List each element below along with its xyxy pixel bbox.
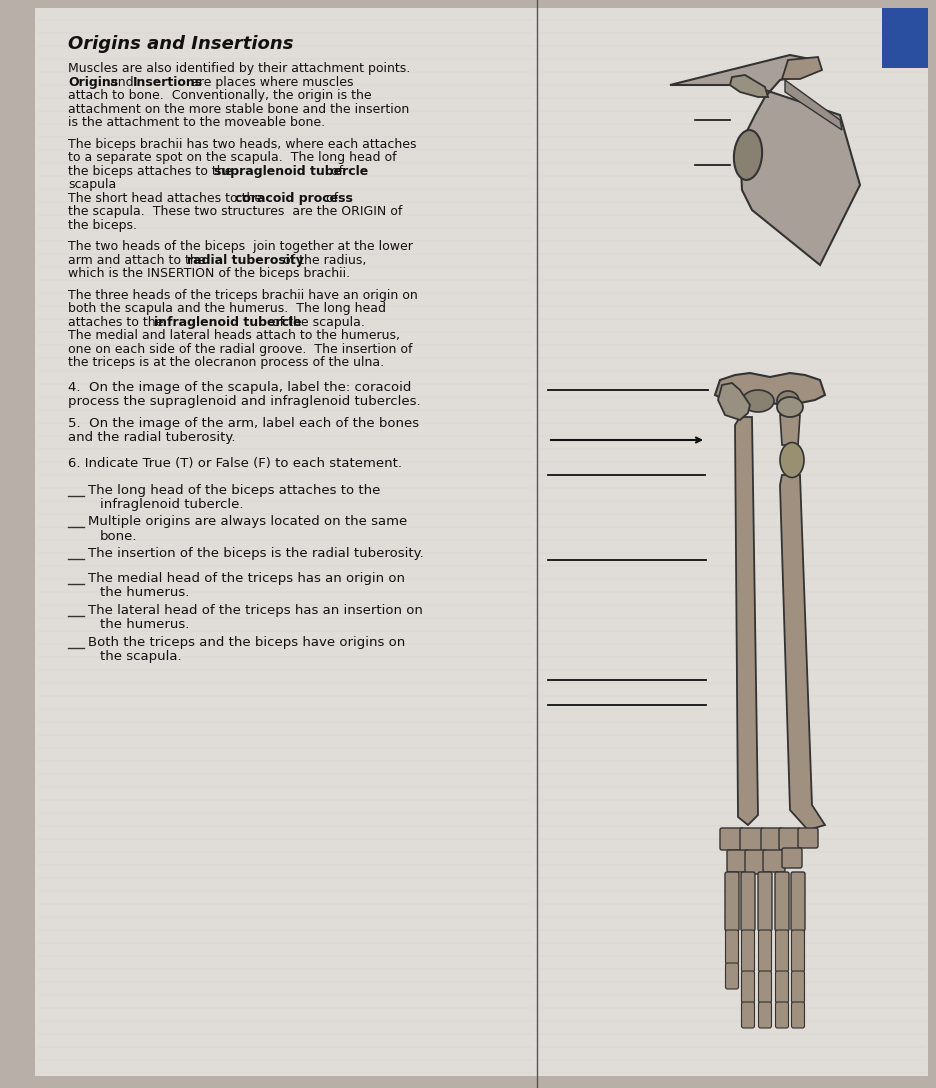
Text: attaches to the: attaches to the [68, 316, 168, 329]
Ellipse shape [733, 131, 761, 180]
Text: both the scapula and the humerus.  The long head: both the scapula and the humerus. The lo… [68, 302, 386, 316]
Text: supraglenoid tubercle: supraglenoid tubercle [213, 164, 368, 177]
Text: radial tuberosity: radial tuberosity [186, 254, 303, 267]
FancyBboxPatch shape [740, 871, 754, 931]
FancyBboxPatch shape [791, 970, 804, 1003]
Text: infraglenoid tubercle.: infraglenoid tubercle. [100, 498, 243, 511]
FancyBboxPatch shape [775, 970, 788, 1003]
FancyBboxPatch shape [762, 850, 784, 871]
Text: The insertion of the biceps is the radial tuberosity.: The insertion of the biceps is the radia… [88, 547, 423, 560]
Polygon shape [729, 75, 768, 97]
Text: are places where muscles: are places where muscles [186, 75, 353, 88]
Text: bone.: bone. [100, 530, 138, 543]
FancyBboxPatch shape [782, 848, 801, 868]
Text: the humerus.: the humerus. [100, 586, 189, 599]
Text: process the supraglenoid and infraglenoid tubercles.: process the supraglenoid and infraglenoi… [68, 395, 420, 408]
FancyBboxPatch shape [797, 828, 817, 848]
FancyBboxPatch shape [757, 1002, 770, 1028]
Polygon shape [717, 383, 749, 420]
Text: The medial and lateral heads attach to the humerus,: The medial and lateral heads attach to t… [68, 330, 400, 343]
Text: scapula: scapula [68, 178, 116, 191]
FancyBboxPatch shape [775, 1002, 788, 1028]
Text: and: and [106, 75, 138, 88]
Text: the humerus.: the humerus. [100, 618, 189, 631]
Text: the scapula.  These two structures  are the ORIGIN of: the scapula. These two structures are th… [68, 206, 402, 218]
Text: coracoid process: coracoid process [235, 191, 353, 205]
FancyBboxPatch shape [740, 970, 753, 1003]
Text: to a separate spot on the scapula.  The long head of: to a separate spot on the scapula. The l… [68, 151, 396, 164]
FancyBboxPatch shape [760, 828, 782, 854]
FancyBboxPatch shape [724, 871, 739, 931]
FancyBboxPatch shape [740, 930, 753, 972]
Text: Multiple origins are always located on the same: Multiple origins are always located on t… [88, 516, 407, 529]
FancyBboxPatch shape [724, 963, 738, 989]
Polygon shape [784, 81, 841, 129]
Text: The two heads of the biceps  join together at the lower: The two heads of the biceps join togethe… [68, 240, 413, 254]
FancyBboxPatch shape [719, 828, 743, 850]
FancyBboxPatch shape [791, 1002, 804, 1028]
Text: 4.  On the image of the scapula, label the: coracoid: 4. On the image of the scapula, label th… [68, 381, 411, 394]
Text: Muscles are also identified by their attachment points.: Muscles are also identified by their att… [68, 62, 410, 75]
FancyBboxPatch shape [740, 1002, 753, 1028]
FancyBboxPatch shape [774, 871, 788, 931]
Ellipse shape [741, 390, 773, 412]
Text: of: of [327, 164, 343, 177]
FancyBboxPatch shape [726, 850, 748, 871]
FancyBboxPatch shape [778, 828, 800, 850]
Text: Both the triceps and the biceps have origins on: Both the triceps and the biceps have ori… [88, 635, 404, 648]
Text: The short head attaches to the: The short head attaches to the [68, 191, 266, 205]
Polygon shape [734, 417, 757, 825]
FancyBboxPatch shape [35, 8, 927, 1076]
FancyBboxPatch shape [757, 930, 770, 972]
Text: Origins: Origins [68, 75, 118, 88]
Text: the biceps.: the biceps. [68, 219, 137, 232]
FancyBboxPatch shape [744, 850, 767, 874]
Polygon shape [782, 57, 821, 79]
Text: attach to bone.  Conventionally, the origin is the: attach to bone. Conventionally, the orig… [68, 89, 372, 102]
Ellipse shape [776, 391, 798, 411]
Text: attachment on the more stable bone and the insertion: attachment on the more stable bone and t… [68, 102, 409, 115]
Text: of: of [321, 191, 338, 205]
Polygon shape [714, 373, 824, 405]
Text: and the radial tuberosity.: and the radial tuberosity. [68, 431, 235, 444]
Text: the triceps is at the olecranon process of the ulna.: the triceps is at the olecranon process … [68, 356, 384, 369]
Text: Origins and Insertions: Origins and Insertions [68, 35, 293, 53]
FancyBboxPatch shape [775, 930, 788, 972]
Text: of the radius,: of the radius, [278, 254, 366, 267]
Ellipse shape [779, 443, 803, 478]
FancyBboxPatch shape [724, 930, 738, 964]
FancyBboxPatch shape [881, 8, 927, 69]
Polygon shape [669, 55, 859, 265]
Text: the biceps attaches to the: the biceps attaches to the [68, 164, 236, 177]
Text: infraglenoid tubercle: infraglenoid tubercle [154, 316, 301, 329]
Text: The biceps brachii has two heads, where each attaches: The biceps brachii has two heads, where … [68, 137, 417, 150]
Text: Insertions: Insertions [133, 75, 203, 88]
Text: The three heads of the triceps brachii have an origin on: The three heads of the triceps brachii h… [68, 288, 417, 301]
Text: of the scapula.: of the scapula. [268, 316, 364, 329]
Text: which is the INSERTION of the biceps brachii.: which is the INSERTION of the biceps bra… [68, 268, 350, 281]
Text: the scapula.: the scapula. [100, 651, 182, 664]
Text: arm and attach to the: arm and attach to the [68, 254, 210, 267]
Text: 5.  On the image of the arm, label each of the bones: 5. On the image of the arm, label each o… [68, 417, 418, 430]
FancyBboxPatch shape [790, 871, 804, 931]
Text: The medial head of the triceps has an origin on: The medial head of the triceps has an or… [88, 572, 404, 585]
Text: one on each side of the radial groove.  The insertion of: one on each side of the radial groove. T… [68, 343, 412, 356]
Text: 6. Indicate True (T) or False (F) to each statement.: 6. Indicate True (T) or False (F) to eac… [68, 457, 402, 470]
Text: is the attachment to the moveable bone.: is the attachment to the moveable bone. [68, 116, 325, 129]
FancyBboxPatch shape [791, 930, 804, 972]
FancyBboxPatch shape [739, 828, 763, 852]
Ellipse shape [776, 397, 802, 417]
Text: The lateral head of the triceps has an insertion on: The lateral head of the triceps has an i… [88, 604, 422, 617]
FancyBboxPatch shape [757, 970, 770, 1003]
Polygon shape [779, 415, 799, 445]
FancyBboxPatch shape [757, 871, 771, 931]
Polygon shape [779, 475, 824, 830]
Text: The long head of the biceps attaches to the: The long head of the biceps attaches to … [88, 483, 380, 496]
